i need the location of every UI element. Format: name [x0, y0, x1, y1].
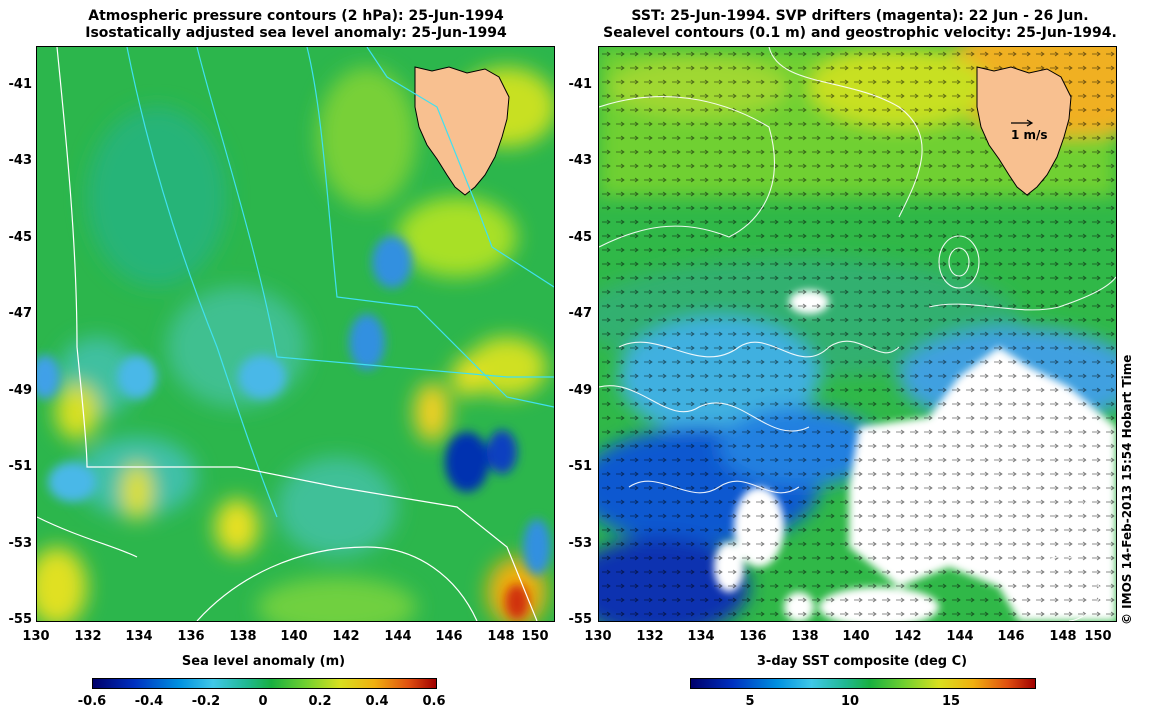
- left-x-tick: 148: [487, 629, 515, 644]
- left-map-title: Atmospheric pressure contours (2 hPa): 2…: [36, 8, 556, 42]
- right-x-tick: 146: [997, 629, 1025, 644]
- sea-level-anomaly-map: [36, 46, 555, 622]
- right-x-tick: 130: [584, 629, 612, 644]
- right-x-tick: 134: [687, 629, 715, 644]
- white-contours: [37, 47, 538, 621]
- sea-level-colorbar: [92, 678, 437, 689]
- right-x-tick: 144: [946, 629, 974, 644]
- left-colorbar-tick: -0.2: [191, 694, 221, 709]
- left-colorbar-tick: 0.2: [308, 694, 332, 709]
- sea-level-anomaly-field: [37, 47, 554, 621]
- left-x-tick: 136: [177, 629, 205, 644]
- left-y-tick: -45: [8, 230, 33, 245]
- left-colorbar-tick: -0.4: [134, 694, 164, 709]
- left-x-tick: 150: [521, 629, 549, 644]
- credit-text: © IMOS 14-Feb-2013 15:54 Hobart Time: [1120, 354, 1134, 625]
- left-title-line-1: Atmospheric pressure contours (2 hPa): 2…: [88, 8, 504, 24]
- tasmania-landmass: [414, 66, 510, 196]
- left-y-tick: -49: [8, 383, 33, 398]
- left-colorbar-tick: 0.4: [365, 694, 389, 709]
- left-y-tick: -53: [8, 536, 33, 551]
- left-x-tick: 142: [332, 629, 360, 644]
- left-colorbar-title: Sea level anomaly (m): [181, 654, 346, 669]
- right-y-tick: -47: [568, 306, 593, 321]
- sst-colorbar: [690, 678, 1036, 689]
- right-x-tick: 148: [1049, 629, 1077, 644]
- sealevel-contours: [599, 47, 1116, 621]
- right-colorbar-tick: 15: [941, 694, 961, 709]
- right-x-tick: 136: [739, 629, 767, 644]
- left-x-tick: 144: [384, 629, 412, 644]
- tasmania-landmass: [976, 66, 1072, 196]
- left-colorbar-tick: 0.6: [422, 694, 446, 709]
- left-colorbar-tick: 0: [258, 694, 268, 709]
- right-y-tick: -53: [568, 536, 593, 551]
- left-x-tick: 132: [74, 629, 102, 644]
- left-y-tick: -47: [8, 306, 33, 321]
- left-y-tick: -55: [8, 612, 33, 627]
- right-x-tick: 138: [791, 629, 819, 644]
- right-x-tick: 132: [636, 629, 664, 644]
- right-x-tick: 140: [842, 629, 870, 644]
- left-y-tick: -43: [8, 153, 33, 168]
- sst-field: 1 m/s: [599, 47, 1116, 621]
- sst-map: 1 m/s: [598, 46, 1117, 622]
- right-y-tick: -45: [568, 230, 593, 245]
- left-x-tick: 146: [435, 629, 463, 644]
- right-colorbar-title: 3-day SST composite (deg C): [756, 654, 968, 669]
- right-y-tick: -55: [568, 612, 593, 627]
- right-title-line-2: Sealevel contours (0.1 m) and geostrophi…: [603, 25, 1117, 41]
- velocity-scale-label: 1 m/s: [1011, 128, 1048, 142]
- right-x-tick: 142: [894, 629, 922, 644]
- right-y-tick: -41: [568, 77, 593, 92]
- pressure-contours: [126, 47, 554, 518]
- left-x-tick: 140: [280, 629, 308, 644]
- left-y-tick: -51: [8, 459, 33, 474]
- left-title-line-2: Isostatically adjusted sea level anomaly…: [85, 25, 507, 41]
- right-y-tick: -49: [568, 383, 593, 398]
- right-x-tick: 150: [1084, 629, 1112, 644]
- right-y-tick: -43: [568, 153, 593, 168]
- right-colorbar-tick: 10: [840, 694, 860, 709]
- velocity-scale-arrow: [1011, 119, 1034, 127]
- left-x-tick: 138: [229, 629, 257, 644]
- right-title-line-1: SST: 25-Jun-1994. SVP drifters (magenta)…: [631, 8, 1089, 24]
- right-colorbar-tick: 5: [745, 694, 755, 709]
- right-y-tick: -51: [568, 459, 593, 474]
- left-x-tick: 134: [125, 629, 153, 644]
- left-x-tick: 130: [22, 629, 50, 644]
- left-colorbar-tick: -0.6: [77, 694, 107, 709]
- right-map-title: SST: 25-Jun-1994. SVP drifters (magenta)…: [600, 8, 1120, 42]
- left-y-tick: -41: [8, 77, 33, 92]
